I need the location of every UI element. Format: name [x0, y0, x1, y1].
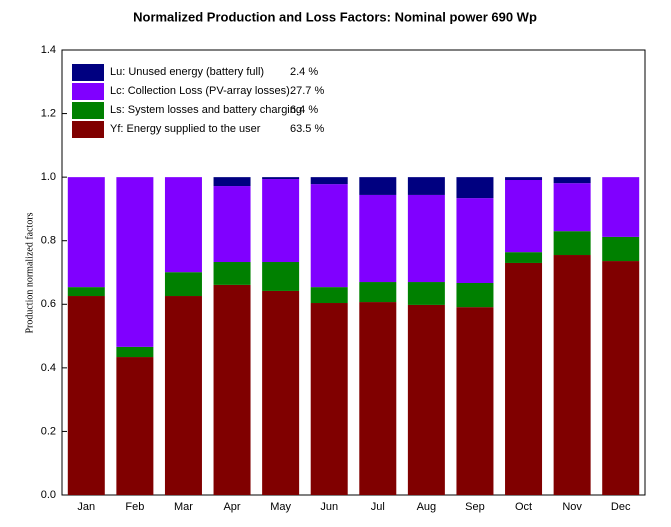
bar-segment: [262, 177, 300, 180]
legend-swatch: [72, 83, 104, 100]
x-tick-label: Jul: [371, 501, 385, 513]
x-tick-label: Jun: [320, 501, 338, 513]
x-tick-label: Sep: [465, 501, 485, 513]
bar-segment: [67, 287, 105, 297]
y-tick-label: 0.4: [41, 362, 56, 374]
chart-title: Normalized Production and Loss Factors: …: [133, 9, 537, 24]
y-tick-label: 1.2: [41, 107, 56, 119]
x-tick-label: Oct: [515, 501, 532, 513]
bar-segment: [213, 177, 251, 187]
bar-segment: [407, 282, 445, 305]
x-tick-label: Feb: [125, 501, 144, 513]
y-tick-label: 0.0: [41, 489, 56, 501]
bar-segment: [213, 284, 251, 495]
bar-segment: [359, 194, 397, 283]
bar-segment: [456, 282, 494, 308]
x-tick-label: Mar: [174, 501, 193, 513]
bar-segment: [456, 307, 494, 495]
bar-segment: [164, 296, 202, 495]
bar-segment: [310, 177, 348, 185]
y-tick-label: 1.0: [41, 171, 56, 183]
bar-segment: [359, 302, 397, 495]
legend-share: 6.4 %: [290, 104, 318, 116]
bar-segment: [602, 177, 640, 237]
bar-segment: [456, 198, 494, 283]
bar-segment: [359, 282, 397, 303]
bar-segment: [359, 177, 397, 195]
x-tick-label: Nov: [562, 501, 582, 513]
legend-label: Lc: Collection Loss (PV-array losses): [110, 85, 290, 97]
x-tick-label: Aug: [417, 501, 437, 513]
bar-segment: [116, 357, 154, 495]
legend-swatch: [72, 121, 104, 138]
bar-segment: [407, 304, 445, 495]
legend-label: Ls: System losses and battery charging: [110, 104, 302, 116]
bar-segment: [164, 272, 202, 297]
bar-segment: [602, 236, 640, 262]
legend-share: 27.7 %: [290, 85, 324, 97]
y-tick-label: 0.6: [41, 298, 56, 310]
bar-segment: [553, 255, 591, 495]
bar-segment: [262, 290, 300, 495]
x-tick-label: Dec: [611, 501, 631, 513]
bar-segment: [553, 231, 591, 256]
bar-segment: [602, 261, 640, 495]
bar-segment: [262, 262, 300, 291]
bar-segment: [67, 177, 105, 288]
legend-swatch: [72, 102, 104, 119]
bar-segment: [213, 262, 251, 285]
x-tick-label: May: [270, 501, 291, 513]
y-tick-label: 1.4: [41, 44, 56, 56]
bar-segment: [310, 184, 348, 288]
y-tick-label: 0.8: [41, 235, 56, 247]
legend-label: Yf: Energy supplied to the user: [110, 123, 261, 135]
legend-share: 63.5 %: [290, 123, 324, 135]
bar-segment: [262, 179, 300, 263]
bar-segment: [407, 177, 445, 195]
x-tick-label: Apr: [223, 501, 240, 513]
y-axis-label: Production normalized factors: [24, 212, 35, 333]
bar-segment: [164, 177, 202, 273]
bar-segment: [553, 177, 591, 184]
bar-segment: [505, 180, 543, 253]
legend-swatch: [72, 64, 104, 81]
bar-segment: [407, 194, 445, 283]
bar-segment: [505, 262, 543, 495]
bar-segment: [553, 183, 591, 232]
legend-label: Lu: Unused energy (battery full): [110, 66, 264, 78]
bar-segment: [505, 252, 543, 263]
legend-share: 2.4 %: [290, 66, 318, 78]
bar-segment: [456, 177, 494, 199]
bar-segment: [67, 296, 105, 495]
bar-segment: [213, 186, 251, 263]
plot-frame: [61, 49, 646, 496]
bar-segment: [310, 303, 348, 495]
bar-segment: [310, 287, 348, 304]
bar-segment: [505, 177, 543, 181]
y-tick-label: 0.2: [41, 425, 56, 437]
x-tick-label: Jan: [77, 501, 95, 513]
bar-segment: [116, 346, 154, 358]
bar-segment: [116, 177, 154, 347]
